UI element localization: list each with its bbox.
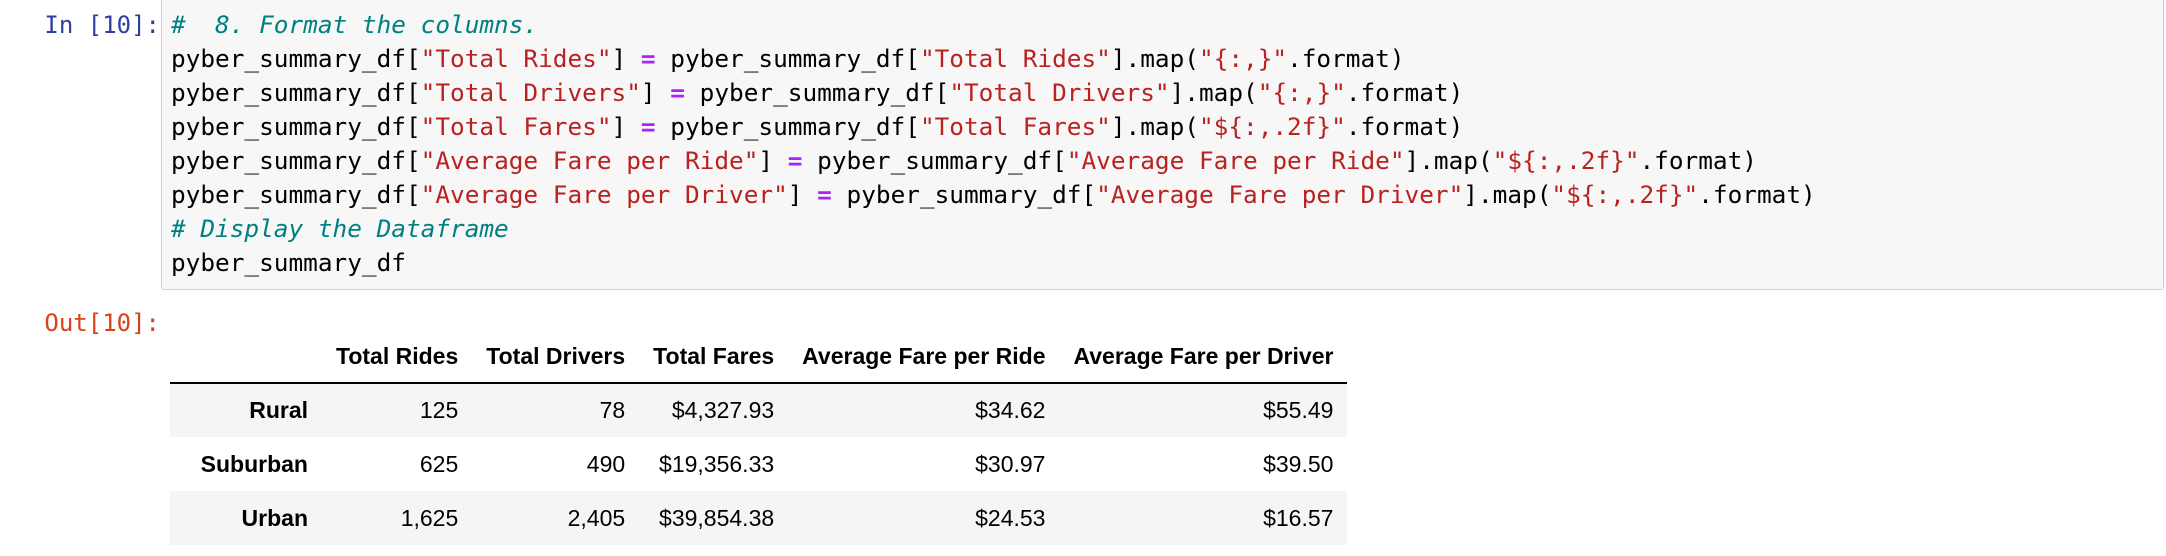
- code-text: pyber_summary_df[: [655, 112, 920, 141]
- column-header: Average Fare per Ride: [788, 330, 1060, 384]
- code-text: ].map(: [1404, 146, 1493, 175]
- code-operator: =: [787, 146, 803, 175]
- table-cell: 78: [599, 397, 626, 423]
- code-string: "Average Fare per Ride": [1066, 146, 1405, 175]
- dataframe-table: Total Rides Total Drivers Total Fares Avera…: [170, 330, 1348, 545]
- table-row: Rural 125 78 $4,327.93 $34.62 $55.49: [170, 383, 1348, 437]
- row-index: Urban: [241, 504, 308, 531]
- table-cell: 2,405: [567, 504, 626, 531]
- code-text: ]: [611, 44, 641, 73]
- code-line: pyber_summary_df["Total Fares"] = pyber_…: [171, 110, 1816, 144]
- table-cell: 625: [419, 450, 459, 477]
- table-cell: 1,625: [400, 504, 459, 531]
- code-line: pyber_summary_df["Total Rides"] = pyber_…: [171, 42, 1816, 76]
- table-row: Suburban 625 490 $19,356.33 $30.97 $39.50: [170, 437, 1347, 491]
- code-string: "Average Fare per Ride": [420, 146, 759, 175]
- code-line: # Display the Dataframe: [171, 212, 1816, 246]
- table-cell: $39.50: [1263, 450, 1334, 477]
- code-text: .format): [1698, 180, 1816, 209]
- code-text: pyber_summary_df[: [171, 44, 421, 73]
- code-string: "Total Drivers": [420, 78, 641, 107]
- code-text: pyber_summary_df[: [171, 180, 421, 209]
- code-string: "{:,}": [1198, 44, 1288, 73]
- table-row: Urban 1,625 2,405 $39,854.38 $24.53 $16.57: [170, 491, 1348, 545]
- code-operator: =: [640, 112, 656, 141]
- input-prompt: In [10]:: [44, 11, 160, 39]
- code-string: "Total Rides": [420, 44, 612, 73]
- code-string: "{:,}": [1257, 78, 1346, 107]
- code-string: "Total Rides": [919, 44, 1111, 73]
- code-text: ].map(: [1463, 180, 1552, 209]
- code-string: "${:,.2f}": [1198, 112, 1346, 141]
- code-line: pyber_summary_df["Total Drivers"] = pybe…: [171, 76, 1816, 110]
- column-header: Total Rides: [322, 330, 473, 384]
- code-text: pyber_summary_df[: [171, 146, 421, 175]
- code-string: "${:,.2f}": [1551, 180, 1699, 209]
- code-text: ].map(: [1110, 44, 1199, 73]
- code-line: # 8. Format the columns.: [171, 8, 1816, 42]
- table-cell: $16.57: [1263, 504, 1334, 531]
- code-operator: =: [640, 44, 656, 73]
- code-text: ]: [787, 180, 818, 209]
- code-string: "Average Fare per Driver": [420, 180, 788, 209]
- table-cell: $30.97: [975, 450, 1046, 477]
- code-text: ]: [640, 78, 671, 107]
- table-body: Rural 125 78 $4,327.93 $34.62 $55.49 Suburban 6…: [170, 383, 1348, 545]
- index-header: [170, 330, 322, 384]
- code-string: "Total Fares": [919, 112, 1111, 141]
- column-header: Average Fare per Driver: [1059, 330, 1348, 384]
- table-cell: 125: [419, 397, 459, 423]
- table-cell: $39,854.38: [659, 504, 775, 531]
- code-text: pyber_summary_df[: [831, 180, 1097, 209]
- code-string: "Total Drivers": [949, 78, 1170, 107]
- code-text: pyber_summary_df[: [684, 78, 950, 107]
- table-cell: $4,327.93: [671, 397, 775, 423]
- column-header: Total Fares: [639, 330, 789, 384]
- code-operator: =: [817, 180, 832, 209]
- code-text: .format): [1345, 112, 1464, 141]
- table-cell: $34.62: [975, 397, 1046, 423]
- code-text: pyber_summary_df[: [171, 78, 421, 107]
- code-text: pyber_summary_df[: [171, 112, 421, 141]
- code-editor[interactable]: # 8. Format the columns. pyber_summary_df…: [171, 8, 1816, 280]
- code-line: pyber_summary_df["Average Fare per Ride"…: [171, 144, 1816, 178]
- code-text: pyber_summary_df[: [655, 44, 920, 73]
- table-cell: 490: [586, 450, 626, 477]
- code-text: pyber_summary_df[: [802, 146, 1067, 175]
- output-prompt: Out[10]:: [44, 309, 160, 337]
- code-string: "Total Fares": [420, 112, 612, 141]
- code-text: ]: [758, 146, 788, 175]
- row-index: Suburban: [200, 450, 308, 477]
- code-text: pyber_summary_df: [171, 248, 406, 277]
- code-text: .format): [1639, 146, 1757, 175]
- code-line: pyber_summary_df["Average Fare per Drive…: [171, 178, 1816, 212]
- code-text: ]: [611, 112, 641, 141]
- code-text: ].map(: [1110, 112, 1199, 141]
- table-cell: $19,356.33: [659, 450, 775, 477]
- code-line: pyber_summary_df: [171, 246, 1816, 280]
- column-header: Total Drivers: [472, 330, 640, 384]
- table-cell: $24.53: [975, 504, 1046, 531]
- code-text: .format): [1287, 44, 1405, 73]
- code-text: ].map(: [1169, 78, 1258, 107]
- row-index: Rural: [249, 397, 308, 423]
- table-header-row: Total Rides Total Drivers Total Fares Avera…: [170, 330, 1348, 384]
- code-comment: # Display the Dataframe: [171, 214, 509, 243]
- code-text: .format): [1345, 78, 1464, 107]
- table-cell: $55.49: [1263, 397, 1334, 423]
- code-string: "Average Fare per Driver": [1096, 180, 1464, 209]
- code-comment: # 8. Format the columns.: [171, 10, 539, 39]
- code-string: "${:,.2f}": [1492, 146, 1640, 175]
- code-operator: =: [670, 78, 685, 107]
- code-cell[interactable]: # 8. Format the columns. pyber_summary_df…: [161, 0, 2164, 290]
